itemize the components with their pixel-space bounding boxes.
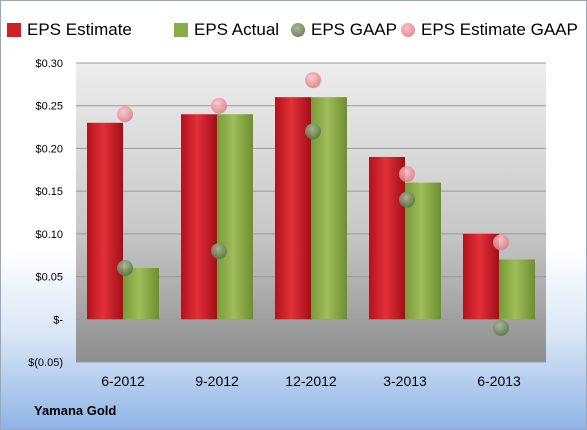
legend-item-eps-actual: EPS Actual	[174, 18, 279, 42]
point-eps-gaap	[117, 260, 133, 277]
legend-label: EPS Estimate GAAP	[421, 20, 578, 39]
legend-marker	[291, 23, 305, 37]
y-tick-label: $-	[53, 314, 63, 326]
bar-eps-actual	[499, 259, 535, 320]
x-tick-label: 12-2012	[285, 373, 337, 389]
legend-label: EPS Estimate	[27, 20, 132, 39]
y-tick-label: $0.10	[35, 229, 63, 241]
legend-item-eps-estimate-gaap: EPS Estimate GAAP	[401, 18, 578, 42]
bar-eps-estimate	[369, 156, 405, 320]
point-eps-gaap	[399, 191, 415, 208]
legend-label: EPS GAAP	[311, 20, 397, 39]
legend-swatch	[174, 23, 188, 37]
legend-item-eps-estimate: EPS Estimate	[7, 18, 132, 42]
legend-label: EPS Actual	[194, 20, 280, 39]
y-tick-label: $0.20	[35, 143, 63, 155]
legend-item-eps-gaap: EPS GAAP	[291, 18, 397, 42]
point-eps-estimate-gaap	[493, 234, 509, 251]
company-name: Yamana Gold	[34, 403, 117, 418]
bar-eps-estimate	[275, 97, 311, 320]
bar-eps-estimate	[87, 122, 123, 320]
bar-eps-estimate	[181, 114, 217, 320]
legend-swatch	[7, 23, 21, 37]
x-tick-label: 3-2013	[383, 373, 427, 389]
y-tick-label: $0.05	[35, 272, 63, 284]
point-eps-gaap	[493, 319, 509, 336]
y-tick-label: $0.30	[35, 58, 63, 70]
x-tick-label: 6-2012	[101, 373, 145, 389]
point-eps-gaap	[211, 242, 227, 259]
bar-eps-actual	[217, 114, 253, 320]
bar-eps-estimate	[463, 233, 499, 320]
x-tick-label: 9-2012	[195, 373, 239, 389]
point-eps-estimate-gaap	[305, 72, 321, 89]
point-eps-gaap	[305, 123, 321, 140]
legend: EPS Estimate EPS Actual EPS GAAP EPS Est…	[1, 18, 586, 42]
y-tick-label: $0.25	[35, 101, 63, 113]
point-eps-estimate-gaap	[117, 106, 133, 123]
x-tick-label: 6-2013	[477, 373, 521, 389]
bar-eps-actual	[123, 268, 159, 320]
y-tick-label: $0.15	[35, 186, 63, 198]
legend-marker	[401, 23, 415, 37]
point-eps-estimate-gaap	[399, 166, 415, 183]
point-eps-estimate-gaap	[211, 97, 227, 114]
y-tick-label: $(0.05)	[28, 357, 63, 369]
